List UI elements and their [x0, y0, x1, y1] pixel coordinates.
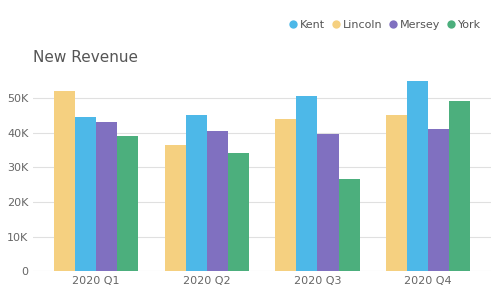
Bar — [339, 179, 360, 271]
Bar — [54, 91, 75, 271]
Legend: Kent, Lincoln, Mersey, York: Kent, Lincoln, Mersey, York — [286, 16, 486, 35]
Text: New Revenue: New Revenue — [33, 50, 138, 65]
Bar — [296, 96, 317, 271]
Bar — [96, 122, 117, 271]
Bar — [186, 115, 207, 271]
Bar — [428, 129, 449, 271]
Bar — [117, 136, 138, 271]
Bar — [386, 115, 407, 271]
Bar — [228, 153, 249, 271]
Bar — [407, 81, 428, 271]
Bar — [317, 134, 339, 271]
Bar — [165, 145, 186, 271]
Bar — [449, 101, 470, 271]
Bar — [75, 117, 96, 271]
Bar — [207, 131, 228, 271]
Bar — [275, 119, 296, 271]
